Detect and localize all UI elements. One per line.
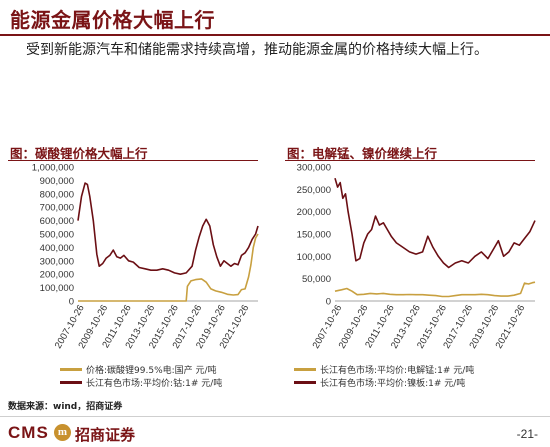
legend-item: 长江有色市场:平均价:钴:1# 元/吨	[60, 376, 222, 389]
chart-title-left: 图：碳酸锂价格大幅上行	[10, 146, 148, 161]
legend-label: 价格:碳酸锂99.5%电:国产 元/吨	[86, 366, 217, 376]
y-tick-label: 250,000	[297, 185, 331, 196]
chart-panel-right: 图：电解锰、镍价继续上行 0 50,000 100,000 150,000 200,00…	[285, 143, 545, 398]
legend-label: 长江有色市场:平均价:镍板:1# 元/吨	[320, 379, 466, 389]
y-tick-label: 200,000	[297, 207, 331, 218]
legend-right: 长江有色市场:平均价:电解锰:1# 元/吨 长江有色市场:平均价:镍板:1# 元…	[294, 363, 474, 389]
y-tick-label: 400,000	[40, 243, 74, 254]
legend-item: 长江有色市场:平均价:镍板:1# 元/吨	[294, 376, 474, 389]
y-tick-label: 200,000	[40, 270, 74, 281]
page-subtitle: 受到新能源汽车和储能需求持续高增，推动能源金属的价格持续大幅上行。	[26, 42, 488, 58]
y-tick-label: 500,000	[40, 230, 74, 241]
y-tick-label: 150,000	[297, 230, 331, 241]
y-tick-label: 100,000	[40, 283, 74, 294]
y-tick-label: 600,000	[40, 216, 74, 227]
page-title: 能源金属价格大幅上行	[10, 8, 215, 32]
y-tick-label: 300,000	[297, 163, 331, 174]
legend-swatch	[294, 381, 316, 384]
chart-title-right: 图：电解锰、镍价继续上行	[287, 146, 438, 161]
y-tick-label: 50,000	[302, 274, 331, 285]
series-line	[78, 233, 259, 302]
company-name: 招商证券	[75, 426, 136, 444]
legend-swatch	[60, 381, 82, 384]
lithium-chart: 0 100,000 200,000 300,000 400,000 500,000 600,…	[32, 163, 259, 351]
legend-item: 长江有色市场:平均价:电解锰:1# 元/吨	[294, 363, 474, 376]
legend-item: 价格:碳酸锂99.5%电:国产 元/吨	[60, 363, 222, 376]
y-tick-label: 100,000	[297, 252, 331, 263]
y-tick-label: 0	[69, 297, 74, 308]
series-line	[334, 281, 536, 298]
chart-panel-left: 图：碳酸锂价格大幅上行 0 100,000 200,000 300,000 400,00…	[8, 143, 268, 398]
series-line	[334, 177, 536, 269]
data-source: 数据来源：wind，招商证券	[8, 402, 123, 412]
title-divider	[0, 34, 550, 36]
cms-logo: CMS	[8, 423, 49, 442]
cms-logo-icon: m	[54, 424, 71, 441]
manganese-nickel-chart: 0 50,000 100,000 150,000 200,000 250,000 300,0…	[297, 163, 536, 351]
y-tick-label: 1,000,000	[32, 163, 74, 174]
legend-swatch	[294, 368, 316, 371]
legend-label: 长江有色市场:平均价:电解锰:1# 元/吨	[320, 366, 475, 376]
y-tick-label: 0	[326, 297, 331, 308]
series-line	[77, 182, 259, 275]
page-number: -21-	[516, 427, 538, 441]
chart-title-rule-left	[8, 160, 258, 161]
y-tick-label: 900,000	[40, 176, 74, 187]
y-tick-label: 300,000	[40, 256, 74, 267]
legend-label: 长江有色市场:平均价:钴:1# 元/吨	[86, 379, 223, 389]
legend-swatch	[60, 368, 82, 371]
chart-title-rule-right	[285, 160, 535, 161]
y-tick-label: 700,000	[40, 203, 74, 214]
y-tick-label: 800,000	[40, 189, 74, 200]
legend-left: 价格:碳酸锂99.5%电:国产 元/吨 长江有色市场:平均价:钴:1# 元/吨	[60, 363, 222, 389]
footer-divider	[0, 416, 550, 417]
